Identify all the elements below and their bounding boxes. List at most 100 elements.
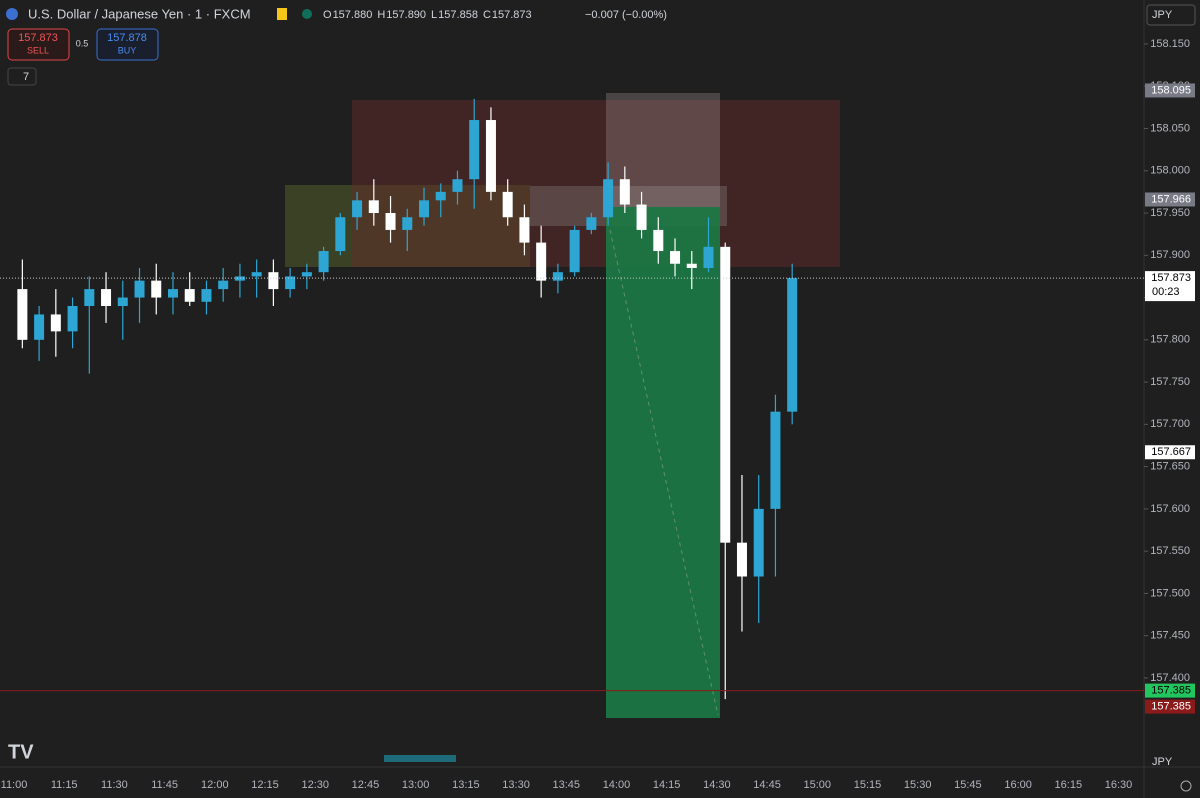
candle-body (34, 314, 45, 340)
x-tick-label: 11:00 (1, 779, 28, 791)
ohlc-value: 157.880 (333, 9, 373, 21)
price-label-box (1145, 683, 1195, 698)
candle-body (318, 251, 329, 273)
candle-body (653, 229, 664, 252)
x-tick-label: 16:30 (1105, 779, 1133, 791)
trend-line (609, 229, 719, 716)
scroll-marker (384, 755, 456, 762)
logo: TV (8, 741, 34, 763)
ohlc-key: L (431, 9, 437, 21)
candle-body (569, 229, 580, 273)
candle-body (502, 191, 513, 218)
candle-body (519, 217, 530, 243)
sell-label[interactable]: SELL (27, 45, 49, 55)
indicators-count[interactable]: 7 (23, 71, 29, 83)
candle-body (218, 280, 229, 290)
x-tick-label: 11:45 (151, 779, 178, 791)
x-tick-label: 14:45 (753, 779, 781, 791)
candle-body (636, 204, 647, 230)
x-tick-label: 15:45 (954, 779, 982, 791)
sell-button[interactable] (7, 28, 70, 61)
symbol: U.S. Dollar / Japanese Yen · 1 · FXCM (28, 6, 251, 21)
candle-body (402, 217, 413, 230)
candle-body (101, 289, 112, 306)
y-tick-label: 157.550 (1150, 545, 1190, 557)
candle-body (285, 276, 296, 290)
footer-currency[interactable]: JPY (1152, 756, 1173, 768)
buy-button[interactable] (96, 28, 159, 61)
candle-body (552, 272, 563, 281)
y-tick-label: 157.800 (1150, 334, 1190, 346)
x-tick-label: 15:00 (804, 779, 832, 791)
candle-body (536, 242, 547, 281)
x-tick-label: 14:00 (603, 779, 631, 791)
change: −0.007 (−0.00%) (585, 9, 667, 21)
candle-body (452, 179, 463, 192)
candle-body (720, 246, 731, 543)
y-tick-label: 158.000 (1150, 165, 1190, 177)
x-tick-label: 14:15 (653, 779, 681, 791)
y-tick-label: 157.900 (1150, 249, 1190, 261)
price-label: 157.873 (1151, 272, 1191, 284)
candle-body (151, 280, 162, 298)
candle-body (50, 314, 61, 332)
y-tick-label: 157.950 (1150, 207, 1190, 219)
candle-body (234, 276, 245, 281)
flag (277, 8, 287, 20)
price-label-box (1145, 271, 1195, 302)
candle-body (301, 272, 312, 277)
x-tick-label: 12:15 (251, 779, 279, 791)
y-tick-label: 157.400 (1150, 672, 1190, 684)
x-tick-label: 12:45 (352, 779, 380, 791)
candle-body (619, 179, 630, 205)
buy-price[interactable]: 157.878 (107, 32, 147, 44)
candle-body (469, 120, 480, 180)
ohlc-key: C (483, 9, 491, 21)
y-tick-label: 158.150 (1150, 38, 1190, 50)
candle-body (134, 280, 145, 298)
x-tick-label: 16:15 (1055, 779, 1083, 791)
ohlc: O 157.880 H 157.890 L 157.858 C 157.873 (323, 9, 532, 21)
x-tick-label: 15:15 (854, 779, 882, 791)
candle-body (670, 251, 681, 264)
candle-body (251, 272, 262, 277)
candle-body (753, 508, 764, 577)
currency-button[interactable] (1146, 4, 1196, 26)
target-zone (606, 207, 720, 718)
y-tick-label: 158.050 (1150, 122, 1190, 134)
price-label-box (1145, 192, 1195, 207)
price-label: 157.385 (1151, 701, 1191, 713)
x-tick-label: 13:00 (402, 779, 430, 791)
y-tick-label: 157.650 (1150, 461, 1190, 473)
x-tick-label: 12:30 (301, 779, 329, 791)
candle-body (368, 200, 379, 214)
price-label-box (1145, 445, 1195, 460)
x-tick-label: 14:30 (703, 779, 731, 791)
ohlc-key: O (323, 9, 332, 21)
candle-body (603, 179, 614, 218)
buy-label[interactable]: BUY (118, 45, 137, 55)
candle-body (67, 306, 78, 332)
plot (17, 98, 798, 700)
candle-body (686, 263, 697, 268)
candle-body (435, 191, 446, 201)
candle-body (736, 542, 747, 577)
flag-icon (6, 8, 18, 20)
x-tick-label: 13:30 (502, 779, 530, 791)
y-tick-label: 157.700 (1150, 418, 1190, 430)
currency[interactable]: JPY (1152, 9, 1173, 21)
candle-body (586, 217, 597, 230)
x-tick-label: 13:45 (552, 779, 580, 791)
price-label: 157.966 (1151, 193, 1191, 205)
candle-body (17, 289, 28, 340)
y-tick-label: 157.450 (1150, 630, 1190, 642)
price-label: 157.667 (1151, 446, 1191, 458)
ohlc-value: 157.890 (386, 9, 426, 21)
ohlc-key: H (377, 9, 385, 21)
ohlc-value: 157.873 (492, 9, 532, 21)
sell-price[interactable]: 157.873 (18, 32, 58, 44)
candle-body (268, 272, 279, 290)
indicators-toggle[interactable] (7, 67, 37, 86)
settings-icon[interactable] (1180, 780, 1192, 792)
